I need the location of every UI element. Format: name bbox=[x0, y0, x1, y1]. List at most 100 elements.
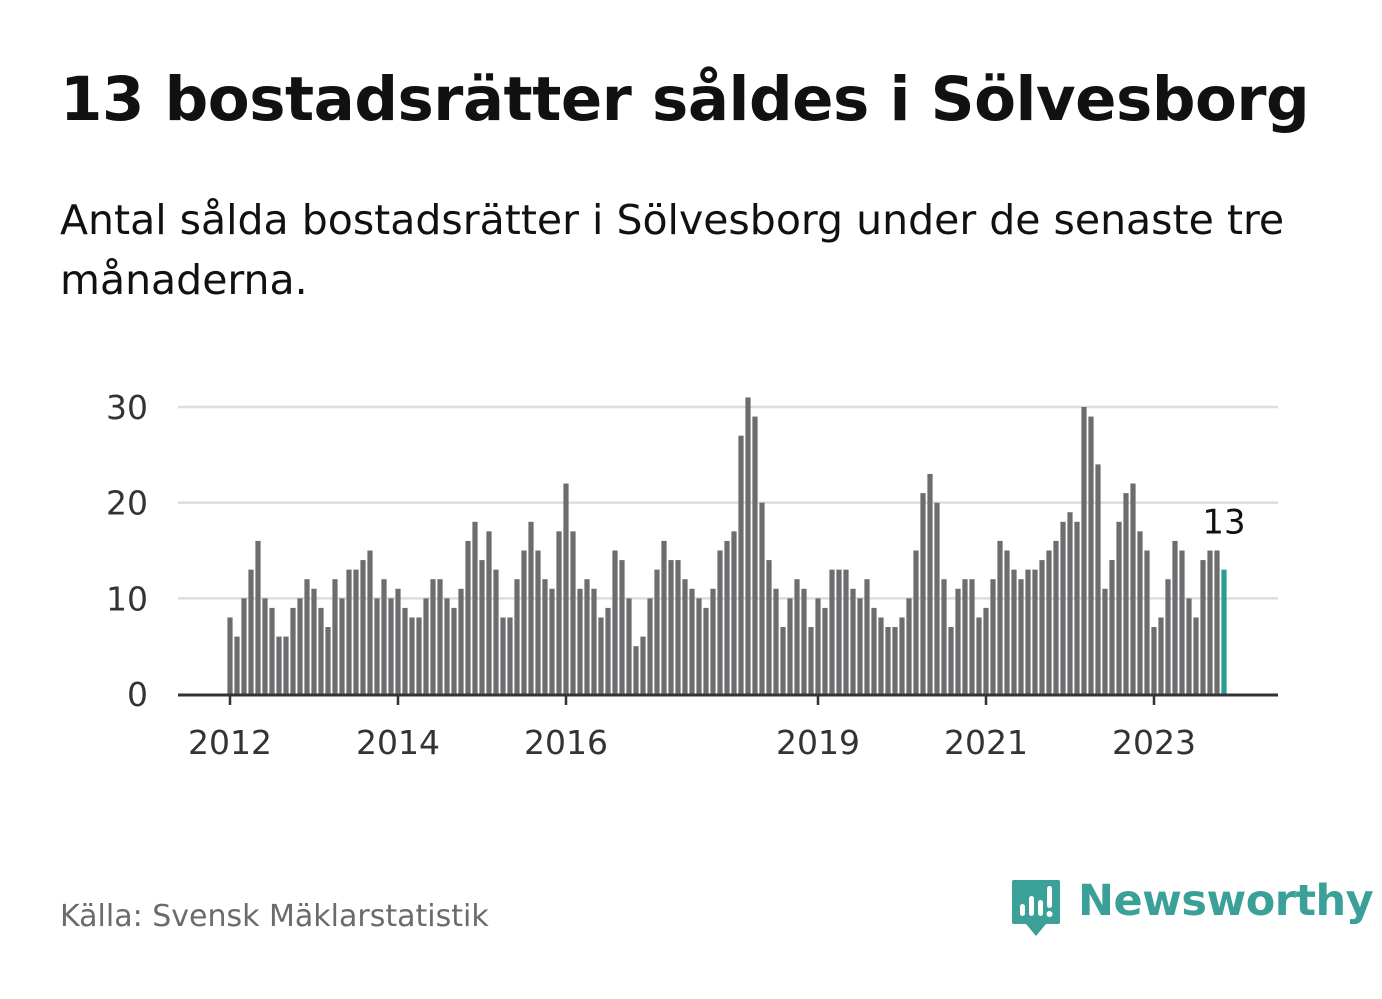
bar bbox=[325, 627, 331, 694]
bar bbox=[990, 579, 996, 694]
bar bbox=[1186, 598, 1192, 694]
bar bbox=[507, 617, 513, 694]
bar bbox=[381, 579, 387, 694]
newsworthy-logo-icon bbox=[1012, 880, 1060, 936]
bar bbox=[864, 579, 870, 694]
bar bbox=[528, 521, 534, 694]
bar bbox=[934, 502, 940, 694]
bar bbox=[696, 598, 702, 694]
bar bbox=[1095, 464, 1101, 694]
bar bbox=[1193, 617, 1199, 694]
bar bbox=[724, 540, 730, 694]
bar bbox=[948, 627, 954, 694]
bar bbox=[745, 397, 751, 694]
bar bbox=[808, 627, 814, 694]
source-note: Källa: Svensk Mäklarstatistik bbox=[60, 899, 489, 934]
chart-subtitle: Antal sålda bostadsrätter i Sölvesborg u… bbox=[60, 196, 1285, 304]
bar bbox=[906, 598, 912, 694]
bar bbox=[262, 598, 268, 694]
bar bbox=[1053, 540, 1059, 694]
bar bbox=[647, 598, 653, 694]
bar bbox=[444, 598, 450, 694]
bar bbox=[738, 435, 744, 694]
bar bbox=[997, 540, 1003, 694]
brand-logo: Newsworthy bbox=[1010, 876, 1374, 940]
bar bbox=[591, 588, 597, 694]
bar bbox=[843, 569, 849, 694]
bar bbox=[1060, 521, 1066, 694]
bar bbox=[605, 607, 611, 694]
bar bbox=[675, 560, 681, 694]
bar bbox=[1032, 569, 1038, 694]
bar bbox=[899, 617, 905, 694]
bar bbox=[626, 598, 632, 694]
y-tick-label: 10 bbox=[106, 579, 148, 618]
bar bbox=[976, 617, 982, 694]
bar bbox=[661, 540, 667, 694]
bar bbox=[409, 617, 415, 694]
bar bbox=[850, 588, 856, 694]
x-tick-label: 2016 bbox=[524, 723, 608, 762]
bar bbox=[1123, 493, 1129, 694]
chart-title: 13 bostadsrätter såldes i Sölvesborg bbox=[60, 64, 1310, 135]
bar bbox=[752, 416, 758, 694]
bar bbox=[346, 569, 352, 694]
bar bbox=[1165, 579, 1171, 694]
bar bbox=[374, 598, 380, 694]
bar bbox=[570, 531, 576, 694]
bar bbox=[556, 531, 562, 694]
bar bbox=[829, 569, 835, 694]
bar bbox=[780, 627, 786, 694]
bar bbox=[885, 627, 891, 694]
bar bbox=[311, 588, 317, 694]
y-tick-label: 20 bbox=[106, 484, 148, 523]
bar bbox=[248, 569, 254, 694]
bar bbox=[766, 560, 772, 694]
bar bbox=[1025, 569, 1031, 694]
bar bbox=[227, 617, 233, 694]
bar bbox=[416, 617, 422, 694]
bar bbox=[955, 588, 961, 694]
bar bbox=[1109, 560, 1115, 694]
bar-highlight bbox=[1221, 569, 1227, 694]
bar bbox=[836, 569, 842, 694]
bar bbox=[878, 617, 884, 694]
bar bbox=[486, 531, 492, 694]
bar bbox=[577, 588, 583, 694]
bar bbox=[815, 598, 821, 694]
bar bbox=[1102, 588, 1108, 694]
bar bbox=[633, 646, 639, 694]
bar bbox=[549, 588, 555, 694]
bar bbox=[1039, 560, 1045, 694]
bar bbox=[1018, 579, 1024, 694]
bar bbox=[458, 588, 464, 694]
x-tick-label: 2012 bbox=[188, 723, 272, 762]
bar bbox=[318, 607, 324, 694]
bar bbox=[1172, 540, 1178, 694]
bar bbox=[521, 550, 527, 694]
bar bbox=[500, 617, 506, 694]
bar bbox=[1116, 521, 1122, 694]
bar bbox=[612, 550, 618, 694]
bar bbox=[598, 617, 604, 694]
bar bbox=[1046, 550, 1052, 694]
bar bbox=[787, 598, 793, 694]
bar bbox=[269, 607, 275, 694]
bar bbox=[339, 598, 345, 694]
bar bbox=[941, 579, 947, 694]
bar bbox=[892, 627, 898, 694]
bar bbox=[353, 569, 359, 694]
bar bbox=[437, 579, 443, 694]
bar bbox=[913, 550, 919, 694]
bar bbox=[1200, 560, 1206, 694]
y-tick-label: 30 bbox=[106, 388, 148, 427]
bar bbox=[297, 598, 303, 694]
bar bbox=[682, 579, 688, 694]
annotation-label: 13 bbox=[1202, 503, 1245, 543]
bars bbox=[227, 397, 1227, 694]
bar bbox=[542, 579, 548, 694]
bar bbox=[710, 588, 716, 694]
bar bbox=[255, 540, 261, 694]
annotation-group: 13 bbox=[1198, 499, 1249, 547]
bar bbox=[1151, 627, 1157, 694]
